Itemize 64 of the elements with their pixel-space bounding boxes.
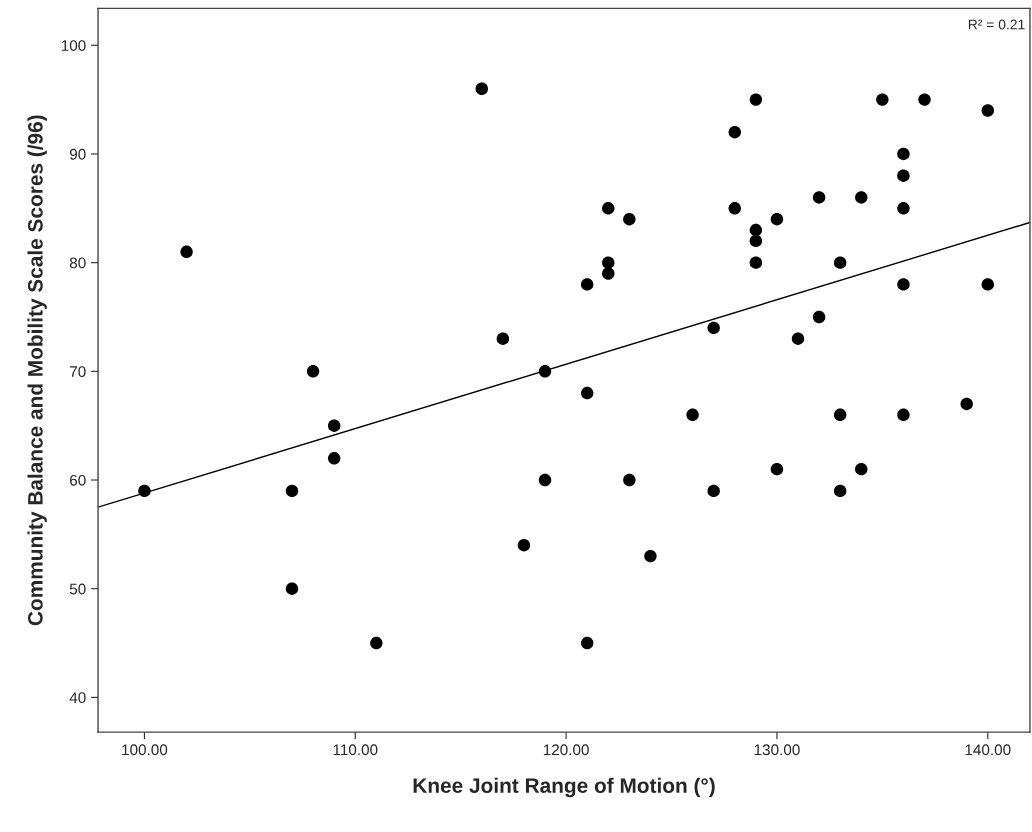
point bbox=[623, 212, 636, 226]
point bbox=[897, 169, 910, 182]
point bbox=[602, 202, 615, 215]
annotation: R² = 0.21 bbox=[968, 19, 1025, 30]
y-tick-label: 80 bbox=[69, 257, 86, 269]
x-tick-label: 100.00 bbox=[122, 744, 168, 756]
point bbox=[602, 256, 615, 269]
y-axis-title: Community Balance and Mobility Scale Scores (/96) bbox=[27, 115, 47, 626]
point bbox=[981, 104, 994, 117]
point bbox=[180, 245, 193, 258]
point bbox=[897, 408, 910, 422]
point bbox=[833, 484, 847, 498]
point bbox=[644, 549, 657, 563]
point bbox=[749, 234, 763, 248]
point bbox=[855, 462, 868, 476]
point bbox=[728, 202, 741, 215]
point bbox=[749, 223, 763, 237]
y-tick-label: 70 bbox=[70, 366, 86, 378]
point bbox=[327, 452, 341, 465]
point bbox=[728, 126, 741, 139]
point bbox=[580, 636, 594, 650]
point bbox=[812, 191, 826, 204]
point bbox=[707, 484, 720, 498]
point bbox=[749, 93, 763, 106]
point bbox=[876, 93, 889, 106]
point bbox=[770, 462, 784, 476]
y-tick-label: 100 bbox=[61, 40, 86, 51]
point bbox=[981, 278, 994, 291]
y-tick-label: 40 bbox=[69, 692, 86, 704]
point bbox=[897, 147, 910, 161]
point bbox=[580, 386, 594, 400]
x-axis-title: Knee Joint Range of Motion (°) bbox=[413, 777, 715, 798]
point bbox=[918, 93, 931, 106]
point bbox=[749, 256, 763, 269]
y-tick-label: 60 bbox=[70, 474, 86, 486]
point bbox=[580, 278, 594, 291]
point bbox=[833, 408, 847, 422]
point bbox=[602, 267, 615, 280]
point bbox=[306, 365, 320, 378]
point bbox=[285, 582, 299, 595]
point bbox=[791, 332, 805, 345]
y-tick-label: 90 bbox=[69, 148, 86, 160]
point bbox=[327, 419, 341, 432]
point bbox=[770, 212, 784, 226]
point bbox=[855, 191, 868, 204]
point bbox=[538, 473, 552, 487]
x-tick-label: 110.00 bbox=[333, 744, 378, 756]
point bbox=[960, 397, 973, 411]
x-tick-label: 140.00 bbox=[965, 744, 1011, 756]
point bbox=[370, 636, 383, 650]
point bbox=[517, 539, 531, 552]
point bbox=[623, 473, 636, 487]
x-tick-label: 130.00 bbox=[754, 744, 800, 756]
point bbox=[496, 332, 510, 345]
point bbox=[686, 408, 699, 422]
point bbox=[833, 256, 847, 269]
point bbox=[285, 484, 299, 498]
point bbox=[812, 310, 826, 324]
point bbox=[707, 321, 720, 335]
y-tick-label: 50 bbox=[69, 583, 86, 595]
point bbox=[897, 202, 910, 215]
point bbox=[897, 278, 910, 291]
x-tick-label: 120.00 bbox=[543, 744, 589, 756]
point bbox=[475, 82, 488, 95]
